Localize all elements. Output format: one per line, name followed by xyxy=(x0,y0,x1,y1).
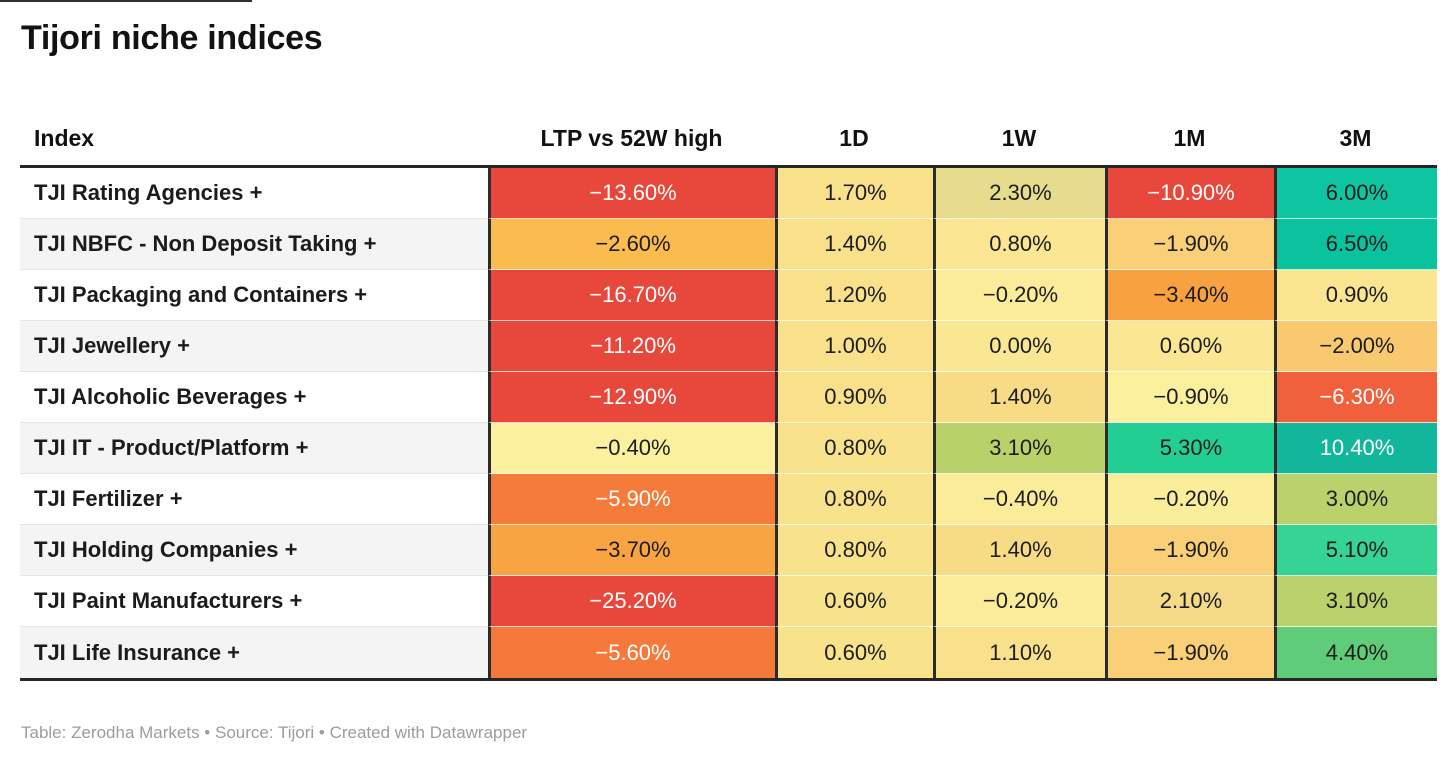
value-cell: 0.80% xyxy=(933,219,1105,270)
value-cell: −3.40% xyxy=(1105,270,1274,321)
value-cell: 5.30% xyxy=(1105,423,1274,474)
value-cell: 0.80% xyxy=(775,525,933,576)
value-cell: 1.40% xyxy=(775,219,933,270)
value-cell: 0.90% xyxy=(775,372,933,423)
index-cell[interactable]: TJI Fertilizer + xyxy=(20,474,488,525)
value-cell: −12.90% xyxy=(488,372,775,423)
value-cell: −5.60% xyxy=(488,627,775,678)
column-header-ltp-vs-52w-high: LTP vs 52W high xyxy=(488,112,775,168)
index-cell[interactable]: TJI Alcoholic Beverages + xyxy=(20,372,488,423)
value-cell: −0.20% xyxy=(933,576,1105,627)
value-cell: 1.20% xyxy=(775,270,933,321)
value-cell: 3.00% xyxy=(1274,474,1437,525)
index-cell[interactable]: TJI IT - Product/Platform + xyxy=(20,423,488,474)
column-header-3m: 3M xyxy=(1274,112,1437,168)
value-cell: 4.40% xyxy=(1274,627,1437,678)
value-cell: 0.00% xyxy=(933,321,1105,372)
value-cell: −1.90% xyxy=(1105,219,1274,270)
index-cell[interactable]: TJI NBFC - Non Deposit Taking + xyxy=(20,219,488,270)
value-cell: 0.60% xyxy=(1105,321,1274,372)
screenshot-edge-artifact xyxy=(0,0,252,2)
credit-line: Table: Zerodha Markets • Source: Tijori … xyxy=(21,723,528,742)
index-cell[interactable]: TJI Life Insurance + xyxy=(20,627,488,678)
value-cell: −6.30% xyxy=(1274,372,1437,423)
value-cell: −0.20% xyxy=(933,270,1105,321)
index-cell[interactable]: TJI Jewellery + xyxy=(20,321,488,372)
indices-table: Index LTP vs 52W high 1D 1W 1M 3M TJI Ra… xyxy=(20,112,1437,681)
value-cell: 1.10% xyxy=(933,627,1105,678)
value-cell: 1.70% xyxy=(775,168,933,219)
value-cell: 1.40% xyxy=(933,372,1105,423)
column-header-index: Index xyxy=(20,112,488,168)
value-cell: −16.70% xyxy=(488,270,775,321)
value-cell: −0.40% xyxy=(933,474,1105,525)
index-cell[interactable]: TJI Holding Companies + xyxy=(20,525,488,576)
value-cell: −0.90% xyxy=(1105,372,1274,423)
value-cell: 2.10% xyxy=(1105,576,1274,627)
value-cell: −11.20% xyxy=(488,321,775,372)
value-cell: 3.10% xyxy=(933,423,1105,474)
value-cell: 1.00% xyxy=(775,321,933,372)
index-cell[interactable]: TJI Packaging and Containers + xyxy=(20,270,488,321)
value-cell: −1.90% xyxy=(1105,627,1274,678)
column-header-1m: 1M xyxy=(1105,112,1274,168)
value-cell: −2.60% xyxy=(488,219,775,270)
value-cell: 6.00% xyxy=(1274,168,1437,219)
value-cell: 3.10% xyxy=(1274,576,1437,627)
value-cell: −1.90% xyxy=(1105,525,1274,576)
value-cell: 1.40% xyxy=(933,525,1105,576)
value-cell: −10.90% xyxy=(1105,168,1274,219)
value-cell: −25.20% xyxy=(488,576,775,627)
value-cell: −0.20% xyxy=(1105,474,1274,525)
value-cell: 6.50% xyxy=(1274,219,1437,270)
index-cell[interactable]: TJI Paint Manufacturers + xyxy=(20,576,488,627)
value-cell: 0.80% xyxy=(775,474,933,525)
value-cell: 2.30% xyxy=(933,168,1105,219)
value-cell: −2.00% xyxy=(1274,321,1437,372)
value-cell: −13.60% xyxy=(488,168,775,219)
value-cell: 0.90% xyxy=(1274,270,1437,321)
index-cell[interactable]: TJI Rating Agencies + xyxy=(20,168,488,219)
value-cell: 5.10% xyxy=(1274,525,1437,576)
value-cell: −5.90% xyxy=(488,474,775,525)
value-cell: 0.60% xyxy=(775,576,933,627)
value-cell: 0.60% xyxy=(775,627,933,678)
column-header-1d: 1D xyxy=(775,112,933,168)
value-cell: −0.40% xyxy=(488,423,775,474)
column-header-1w: 1W xyxy=(933,112,1105,168)
page-title: Tijori niche indices xyxy=(21,19,323,57)
value-cell: 10.40% xyxy=(1274,423,1437,474)
value-cell: −3.70% xyxy=(488,525,775,576)
value-cell: 0.80% xyxy=(775,423,933,474)
